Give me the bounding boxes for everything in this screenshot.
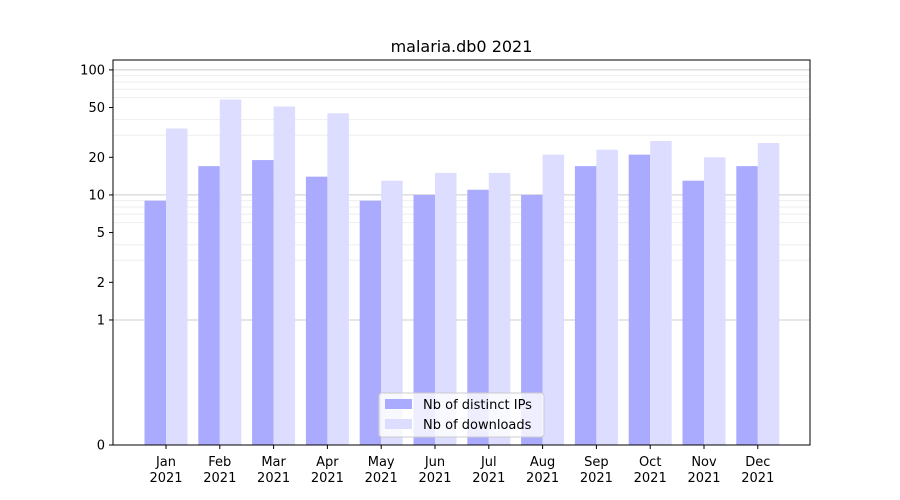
y-tick-label: 20 — [88, 151, 105, 166]
bar-downloads — [488, 172, 511, 445]
bar-downloads — [757, 143, 780, 445]
bar-downloads — [273, 106, 296, 445]
bar-downloads — [219, 99, 242, 446]
bar-downloads — [596, 149, 618, 446]
legend-swatch-downloads — [385, 419, 412, 429]
plot-frame — [112, 59, 811, 446]
y-tick-label: 5 — [97, 226, 105, 241]
legend-label-distinct-ips: Nb of distinct IPs — [423, 398, 532, 413]
bar-distinct-ips — [252, 160, 274, 445]
bar-distinct-ips — [305, 176, 328, 445]
bar-distinct-ips — [198, 166, 220, 445]
legend-label-downloads: Nb of downloads — [423, 418, 532, 433]
bar-distinct-ips — [682, 180, 704, 445]
y-tick-label: 50 — [88, 101, 105, 116]
x-tick-label: Aug 2021 — [526, 455, 559, 486]
bar-distinct-ips — [359, 200, 382, 445]
chart-title: malaria.db0 2021 — [391, 37, 533, 56]
legend-swatch-distinct-ips — [385, 399, 412, 409]
legend-box — [378, 392, 545, 438]
bar-distinct-ips — [467, 189, 489, 445]
x-tick-label: May 2021 — [365, 455, 398, 486]
bars-layer — [144, 99, 780, 446]
x-tick-label: Jun 2021 — [418, 455, 451, 486]
bar-downloads — [166, 128, 188, 445]
bar-distinct-ips — [521, 194, 543, 445]
bar-downloads — [435, 172, 457, 445]
y-tick-label: 2 — [97, 276, 105, 291]
bar-downloads — [542, 154, 565, 446]
bar-distinct-ips — [574, 166, 597, 445]
x-tick-label: Sep 2021 — [580, 455, 613, 486]
x-tick-label: Nov 2021 — [687, 455, 720, 486]
bar-distinct-ips — [144, 200, 166, 445]
bar-downloads — [327, 113, 349, 445]
x-tick-label: Feb 2021 — [203, 455, 236, 486]
bar-downloads — [650, 140, 672, 445]
x-tick-label: Mar 2021 — [257, 455, 290, 486]
bar-distinct-ips — [628, 154, 651, 446]
x-tick-label: Oct 2021 — [634, 455, 667, 486]
x-tick-label: Jan 2021 — [149, 455, 182, 486]
bar-distinct-ips — [413, 194, 435, 445]
y-tick-label: 10 — [88, 188, 105, 203]
y-tick-label: 100 — [80, 63, 105, 78]
y-tick-label: 1 — [97, 313, 105, 328]
x-tick-label: Jul 2021 — [472, 455, 505, 486]
x-tick-label: Dec 2021 — [741, 455, 774, 486]
legend: Nb of distinct IPs Nb of downloads — [378, 392, 545, 438]
y-tick-label: 0 — [97, 439, 105, 454]
x-tick-label: Apr 2021 — [311, 455, 344, 486]
bar-downloads — [381, 180, 403, 445]
bar-distinct-ips — [736, 166, 758, 445]
axes-layer: 0 1 2 5 10 20 50 100 Jan 2021 Feb 2021 Mar 2021 Apr 202… — [80, 63, 774, 486]
bar-downloads — [704, 157, 726, 445]
